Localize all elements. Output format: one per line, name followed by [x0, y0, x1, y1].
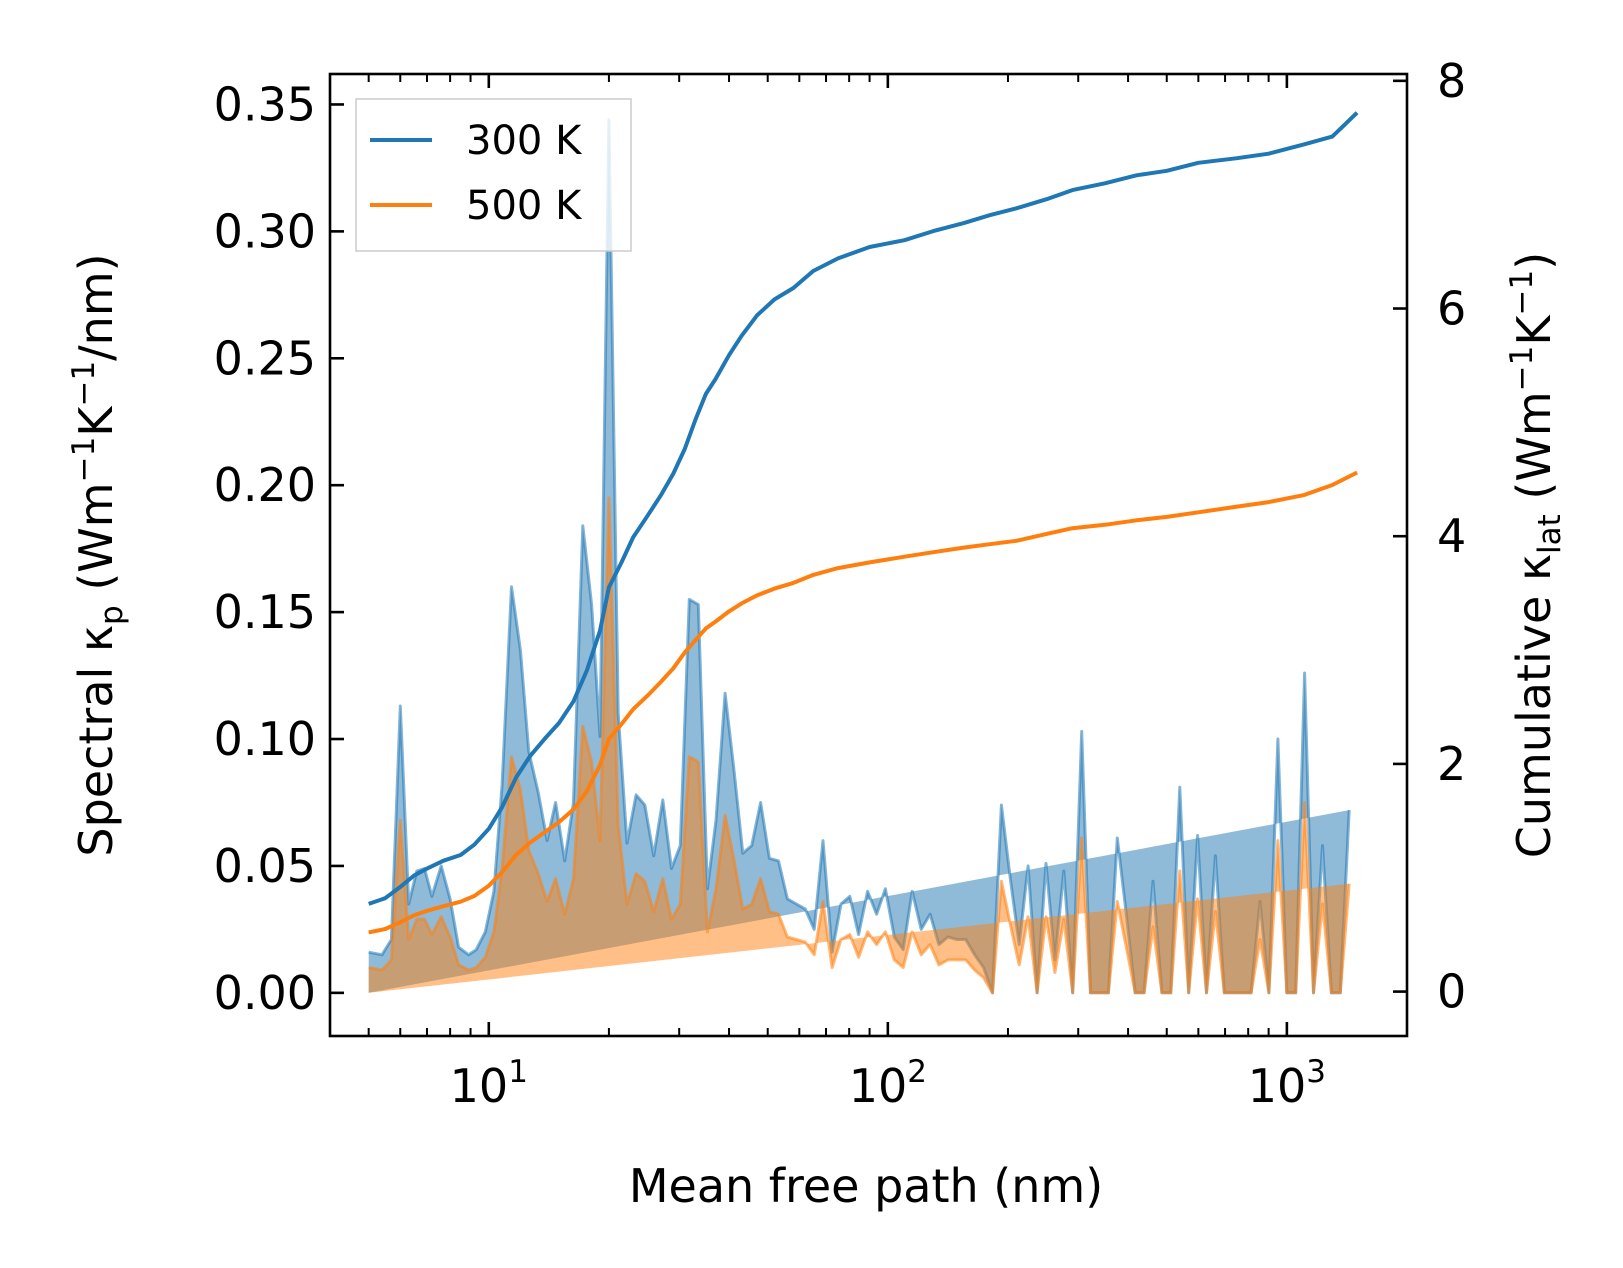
x-tick-label: 103 — [1248, 1054, 1326, 1113]
y-tick-label: 0.10 — [214, 712, 316, 766]
y-tick-label: 0.35 — [214, 77, 316, 131]
y2-tick-label: 4 — [1437, 509, 1466, 563]
x-tick-label: 101 — [450, 1054, 528, 1113]
x-axis-title: Mean free path (nm) — [629, 1159, 1103, 1213]
y2-tick-label: 8 — [1437, 54, 1466, 108]
cumulative-line-500k — [368, 470, 1359, 935]
y-tick-label: 0.15 — [214, 585, 316, 639]
y-tick-label: 0.00 — [214, 966, 316, 1020]
y-tick-label: 0.25 — [214, 331, 316, 385]
y-axis-title: Spectral κp (Wm−1K−1/nm) — [66, 253, 130, 856]
y2-tick-label: 2 — [1437, 737, 1466, 791]
y-tick-label: 0.30 — [214, 204, 316, 258]
right-y-axis: 0 2 4 6 8 — [1393, 54, 1466, 1019]
y-tick-label: 0.20 — [214, 458, 316, 512]
y-tick-label: 0.05 — [214, 839, 316, 893]
legend-label-300k: 300 K — [466, 118, 583, 164]
legend-label-500k: 500 K — [466, 183, 583, 229]
y2-tick-label: 0 — [1437, 965, 1466, 1019]
y2-tick-label: 6 — [1437, 282, 1466, 336]
y2-axis-title: Cumulative κlat (Wm−1K−1) — [1504, 252, 1568, 858]
cumulative-line-300k — [368, 111, 1359, 906]
legend-box — [355, 98, 632, 252]
plot-frame — [328, 72, 1409, 1038]
x-tick-label: 102 — [849, 1054, 927, 1113]
spectral-line-500k — [368, 496, 1351, 995]
plot-area — [368, 111, 1359, 995]
x-axis: 101 102 103 — [329, 74, 1408, 1113]
left-y-axis: 0.00 0.05 0.10 0.15 0.20 0.25 0.30 0.35 — [214, 77, 344, 1020]
legend: 300 K 500 K — [355, 98, 632, 252]
spectral-area-500k — [368, 497, 1350, 993]
